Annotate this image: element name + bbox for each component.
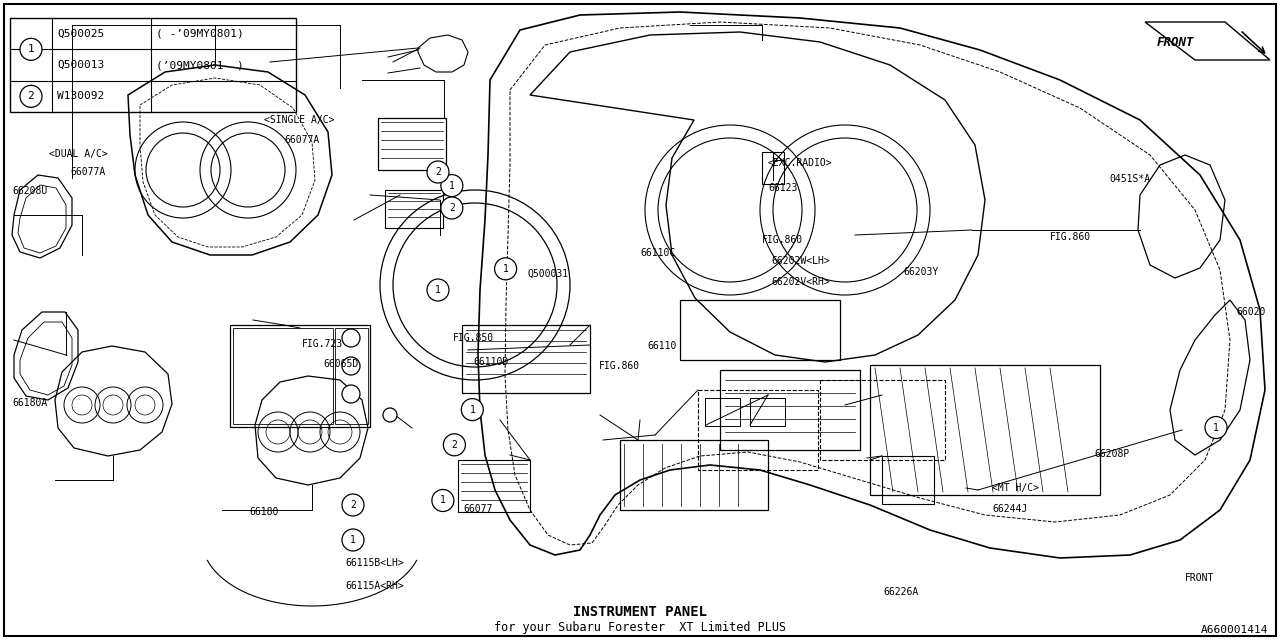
Circle shape bbox=[342, 385, 360, 403]
Circle shape bbox=[440, 197, 463, 219]
Text: 2: 2 bbox=[435, 167, 440, 177]
Circle shape bbox=[20, 85, 42, 108]
Text: <MT H/C>: <MT H/C> bbox=[992, 483, 1039, 493]
Circle shape bbox=[1204, 417, 1228, 438]
Text: 2: 2 bbox=[449, 203, 454, 213]
Text: <DUAL A/C>: <DUAL A/C> bbox=[49, 148, 108, 159]
Circle shape bbox=[494, 258, 517, 280]
Text: 66226A: 66226A bbox=[883, 587, 919, 597]
Circle shape bbox=[428, 279, 449, 301]
Circle shape bbox=[20, 38, 42, 60]
Text: (’09MY0801- ): (’09MY0801- ) bbox=[156, 60, 243, 70]
Text: 1: 1 bbox=[470, 404, 475, 415]
Text: 66123: 66123 bbox=[768, 182, 797, 193]
Text: 66077A: 66077A bbox=[70, 166, 106, 177]
Text: FRONT: FRONT bbox=[1156, 35, 1194, 49]
Circle shape bbox=[342, 529, 364, 551]
Circle shape bbox=[383, 408, 397, 422]
Bar bbox=[750, 398, 785, 426]
Text: 66077A: 66077A bbox=[284, 134, 320, 145]
Bar bbox=[680, 300, 840, 360]
Text: 66115B<LH>: 66115B<LH> bbox=[346, 558, 404, 568]
Bar bbox=[458, 460, 530, 512]
Text: 2: 2 bbox=[349, 500, 356, 510]
Text: 0451S*A: 0451S*A bbox=[1110, 174, 1151, 184]
Circle shape bbox=[342, 329, 360, 347]
Bar bbox=[233, 328, 333, 424]
Circle shape bbox=[461, 399, 484, 420]
Text: 1: 1 bbox=[449, 180, 454, 191]
Text: W130092: W130092 bbox=[58, 92, 104, 101]
Text: 66208U: 66208U bbox=[13, 186, 49, 196]
Text: 1: 1 bbox=[435, 285, 440, 295]
Text: 66202W<LH>: 66202W<LH> bbox=[772, 256, 831, 266]
Text: Q500031: Q500031 bbox=[527, 269, 568, 279]
Text: A660001414: A660001414 bbox=[1201, 625, 1268, 635]
Text: FIG.860: FIG.860 bbox=[762, 235, 803, 245]
Text: 1: 1 bbox=[503, 264, 508, 274]
Bar bbox=[698, 390, 818, 470]
Circle shape bbox=[428, 161, 449, 183]
Bar bbox=[705, 398, 740, 426]
Text: INSTRUMENT PANEL: INSTRUMENT PANEL bbox=[573, 605, 707, 619]
Bar bbox=[10, 18, 296, 112]
Circle shape bbox=[440, 175, 463, 196]
Bar bbox=[230, 325, 370, 427]
Text: 66020: 66020 bbox=[1236, 307, 1266, 317]
Text: 66202V<RH>: 66202V<RH> bbox=[772, 276, 831, 287]
Bar bbox=[620, 440, 768, 510]
Bar bbox=[820, 380, 945, 460]
Text: 66208P: 66208P bbox=[1094, 449, 1130, 460]
Text: FIG.860: FIG.860 bbox=[599, 361, 640, 371]
Text: 66203Y: 66203Y bbox=[904, 267, 940, 277]
Text: Q500025: Q500025 bbox=[58, 29, 104, 38]
Text: 66180A: 66180A bbox=[13, 398, 49, 408]
Text: <EXC.RADIO>: <EXC.RADIO> bbox=[768, 158, 832, 168]
Text: FIG.860: FIG.860 bbox=[1050, 232, 1091, 242]
Circle shape bbox=[342, 494, 364, 516]
Bar bbox=[378, 118, 445, 170]
Circle shape bbox=[342, 357, 360, 375]
Text: 66110C: 66110C bbox=[640, 248, 676, 258]
Text: 2: 2 bbox=[28, 92, 35, 101]
Text: for your Subaru Forester  XT Limited PLUS: for your Subaru Forester XT Limited PLUS bbox=[494, 621, 786, 634]
Text: 66110D: 66110D bbox=[474, 356, 509, 367]
Text: <SINGLE A/C>: <SINGLE A/C> bbox=[264, 115, 334, 125]
Circle shape bbox=[431, 490, 454, 511]
Text: 1: 1 bbox=[349, 535, 356, 545]
Bar bbox=[882, 456, 934, 504]
Text: FRONT: FRONT bbox=[1185, 573, 1215, 583]
Text: 1: 1 bbox=[1213, 422, 1219, 433]
Text: 66065D: 66065D bbox=[324, 358, 360, 369]
Bar bbox=[335, 328, 369, 424]
Text: 66115A<RH>: 66115A<RH> bbox=[346, 581, 404, 591]
Text: FIG.723: FIG.723 bbox=[302, 339, 343, 349]
Text: 2: 2 bbox=[452, 440, 457, 450]
Text: Q500013: Q500013 bbox=[58, 60, 104, 70]
Text: 1: 1 bbox=[28, 44, 35, 54]
Bar bbox=[719, 370, 860, 450]
Text: FIG.850: FIG.850 bbox=[453, 333, 494, 343]
Text: 66110: 66110 bbox=[648, 340, 677, 351]
Text: 66180: 66180 bbox=[250, 507, 279, 517]
Text: ( -’09MY0801): ( -’09MY0801) bbox=[156, 29, 243, 38]
Text: 66077: 66077 bbox=[463, 504, 493, 514]
Bar bbox=[762, 152, 783, 184]
Bar bbox=[462, 325, 590, 393]
Bar bbox=[870, 365, 1100, 495]
Text: 66244J: 66244J bbox=[992, 504, 1028, 514]
Text: 1: 1 bbox=[440, 495, 445, 506]
Bar bbox=[385, 190, 443, 228]
Circle shape bbox=[443, 434, 466, 456]
